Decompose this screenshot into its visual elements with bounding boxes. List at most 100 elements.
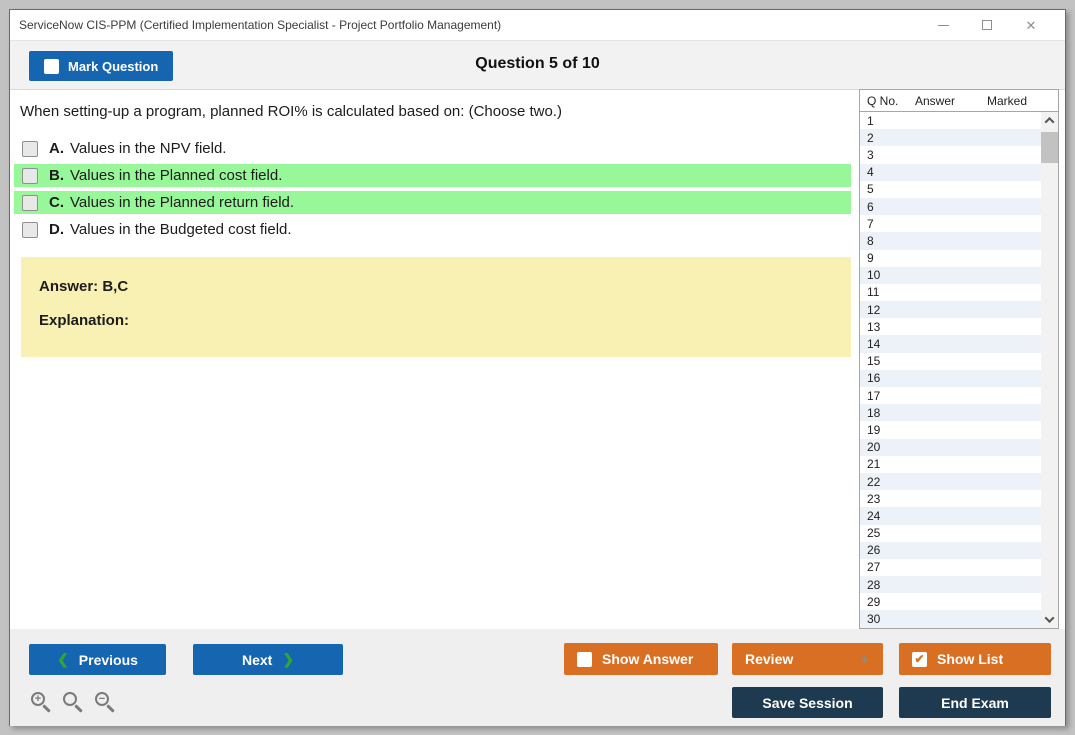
minimize-button[interactable] <box>921 10 965 40</box>
answer-box: Answer: B,C Explanation: <box>21 257 851 357</box>
chevron-up-icon <box>1044 116 1055 127</box>
show-list-checkbox[interactable]: ✔ <box>912 651 927 667</box>
review-button[interactable]: Review ▲ <box>732 643 883 675</box>
question-list-row[interactable]: 4 <box>860 163 1041 181</box>
explanation-label: Explanation: <box>39 312 130 329</box>
question-list-row[interactable]: 27 <box>860 559 1041 576</box>
answer-option[interactable]: B. Values in the Planned cost field. <box>14 164 851 187</box>
option-letter: C. <box>49 194 64 211</box>
previous-label: Previous <box>78 651 138 668</box>
minimize-icon <box>937 24 949 26</box>
question-list-row[interactable]: 9 <box>860 250 1041 267</box>
option-text: Values in the NPV field. <box>70 140 227 157</box>
save-session-label: Save Session <box>762 694 853 711</box>
question-number: 13 <box>867 319 881 334</box>
scrollbar-track[interactable] <box>1041 129 1058 611</box>
question-number: 24 <box>867 508 881 523</box>
chevron-left-icon: ❮ <box>57 651 69 667</box>
answer-option[interactable]: D. Values in the Budgeted cost field. <box>14 218 851 241</box>
chevron-right-icon: ❯ <box>282 651 295 667</box>
end-exam-label: End Exam <box>941 694 1009 711</box>
close-button[interactable]: ✕ <box>1009 10 1053 40</box>
option-letter: A. <box>49 140 64 157</box>
question-counter: Question 5 of 10 <box>475 55 600 72</box>
option-checkbox[interactable] <box>22 221 38 238</box>
zoom-out-icon[interactable]: − <box>95 692 116 713</box>
question-list-row[interactable]: 10 <box>860 266 1041 284</box>
zoom-tools: + − <box>31 692 116 713</box>
question-list-row[interactable]: 12 <box>860 301 1041 319</box>
option-checkbox[interactable] <box>22 194 38 211</box>
scroll-down-button[interactable] <box>1041 611 1058 628</box>
zoom-in-icon[interactable]: + <box>31 692 52 713</box>
question-number: 9 <box>867 251 874 266</box>
question-list-scrollbar[interactable] <box>1041 112 1058 628</box>
question-list-row[interactable]: 26 <box>860 541 1041 559</box>
question-list-row[interactable]: 29 <box>860 593 1041 610</box>
question-list-row[interactable]: 2 <box>860 129 1041 147</box>
show-answer-checkbox[interactable] <box>577 651 592 667</box>
mark-question-label: Mark Question <box>68 58 159 74</box>
question-number: 20 <box>867 440 881 455</box>
previous-button[interactable]: ❮ Previous <box>29 644 166 675</box>
question-number: 29 <box>867 594 881 609</box>
option-checkbox[interactable] <box>22 140 38 157</box>
question-number: 17 <box>867 388 881 403</box>
question-list-row[interactable]: 15 <box>860 353 1041 370</box>
question-list-row[interactable]: 23 <box>860 490 1041 507</box>
question-list-row[interactable]: 6 <box>860 197 1041 216</box>
end-exam-button[interactable]: End Exam <box>899 687 1051 718</box>
mark-question-checkbox[interactable] <box>44 58 59 74</box>
question-list-row[interactable]: 1 <box>860 112 1041 129</box>
question-number: 26 <box>867 543 881 558</box>
question-number: 27 <box>867 560 881 575</box>
question-list-row[interactable]: 28 <box>860 576 1041 594</box>
question-list-row[interactable]: 11 <box>860 284 1041 301</box>
chevron-down-icon <box>1044 613 1055 624</box>
question-list-row[interactable]: 14 <box>860 335 1041 353</box>
option-text: Values in the Planned return field. <box>70 194 295 211</box>
mark-question-button[interactable]: Mark Question <box>29 51 174 81</box>
question-list-row[interactable]: 8 <box>860 232 1041 250</box>
question-list-row[interactable]: 30 <box>860 610 1041 628</box>
option-letter: D. <box>49 221 64 238</box>
question-list-row[interactable]: 7 <box>860 215 1041 232</box>
show-answer-button[interactable]: Show Answer <box>564 643 718 675</box>
question-list-row[interactable]: 13 <box>860 318 1041 335</box>
question-list-row[interactable]: 17 <box>860 387 1041 404</box>
question-list-rows: 1 2 3 4 5 6 7 8 9 10 11 12 13 14 15 16 17 18 19 20 21 22 23 24 2… <box>860 112 1041 628</box>
question-number: 1 <box>867 113 874 128</box>
question-number: 30 <box>867 612 881 627</box>
answer-option[interactable]: C. Values in the Planned return field. <box>14 191 851 214</box>
review-label: Review <box>745 651 794 667</box>
answer-label: Answer: B,C <box>39 278 129 295</box>
question-number: 15 <box>867 354 881 369</box>
option-checkbox[interactable] <box>22 167 38 184</box>
scroll-up-button[interactable] <box>1041 112 1058 129</box>
show-list-button[interactable]: ✔ Show List <box>899 643 1051 675</box>
zoom-reset-icon[interactable] <box>63 692 84 713</box>
answer-option[interactable]: A. Values in the NPV field. <box>14 137 851 160</box>
question-list-row[interactable]: 20 <box>860 438 1041 456</box>
question-list-row[interactable]: 25 <box>860 525 1041 542</box>
question-list-row[interactable]: 24 <box>860 507 1041 525</box>
question-list-row[interactable]: 18 <box>860 404 1041 422</box>
option-text: Values in the Planned cost field. <box>70 167 283 184</box>
question-list-row[interactable]: 3 <box>860 146 1041 163</box>
next-label: Next <box>241 651 273 668</box>
option-text: Values in the Budgeted cost field. <box>70 221 292 238</box>
next-button[interactable]: Next ❯ <box>193 644 343 675</box>
question-number: 23 <box>867 491 881 506</box>
save-session-button[interactable]: Save Session <box>732 687 883 718</box>
question-list-panel: Q No. Answer Marked 1 2 3 4 5 6 7 8 9 10 11 12 13 14 1… <box>859 89 1059 629</box>
question-list-row[interactable]: 5 <box>860 181 1041 198</box>
window-controls: ✕ <box>921 10 1065 40</box>
question-list-row[interactable]: 16 <box>860 369 1041 387</box>
question-list-row[interactable]: 19 <box>860 421 1041 438</box>
scrollbar-thumb[interactable] <box>1041 132 1058 163</box>
question-number: 14 <box>867 337 881 352</box>
question-list-row[interactable]: 22 <box>860 472 1041 491</box>
triangle-up-icon: ▲ <box>859 653 870 665</box>
question-list-row[interactable]: 21 <box>860 456 1041 473</box>
maximize-button[interactable] <box>965 10 1009 40</box>
